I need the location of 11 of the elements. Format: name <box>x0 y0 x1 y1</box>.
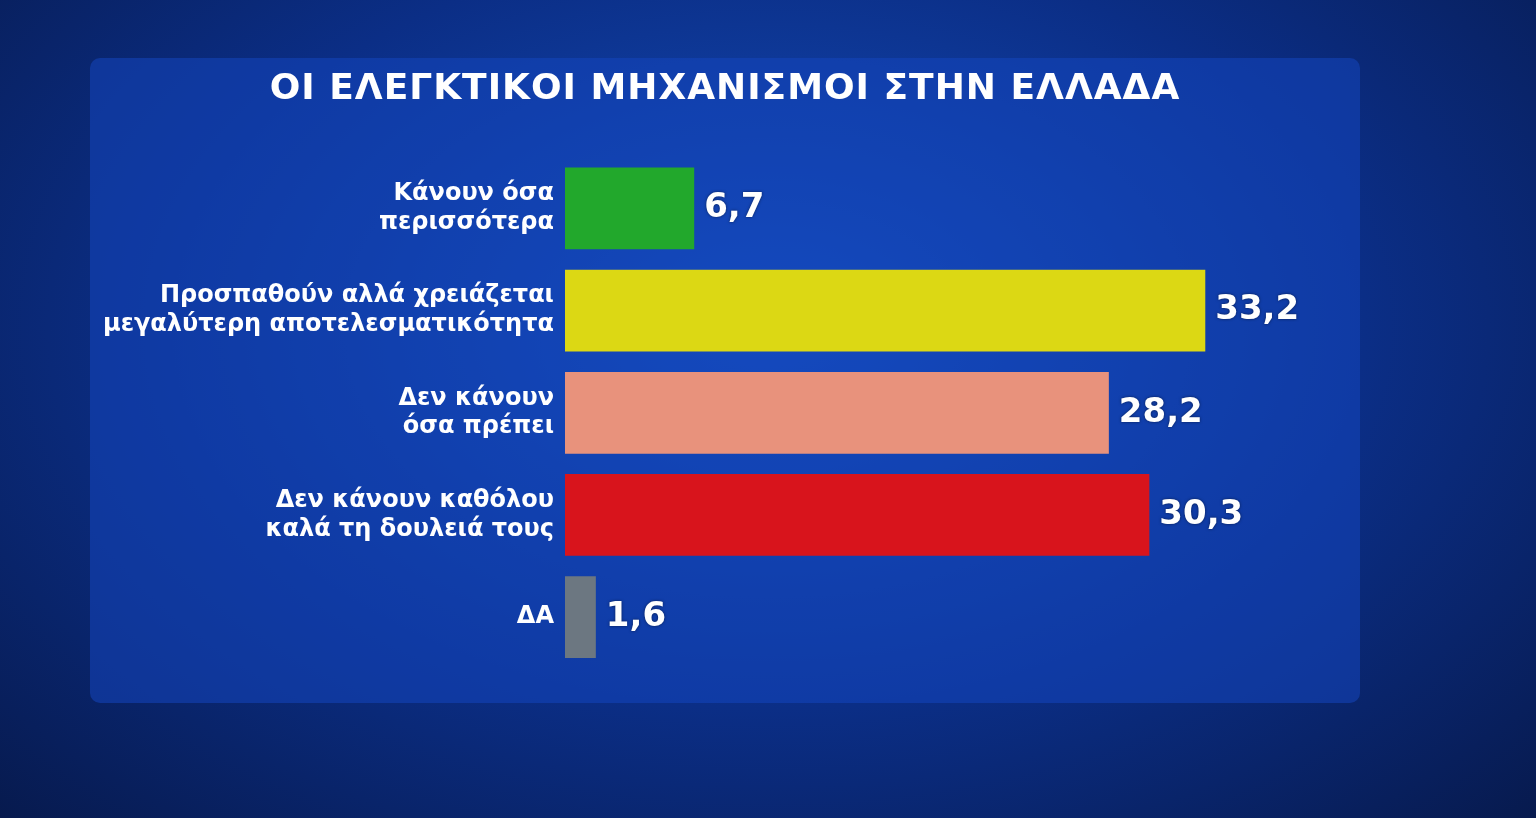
data-label: 28,2 <box>1118 389 1203 430</box>
data-label: 33,2 <box>1215 287 1300 328</box>
data-label: 30,3 <box>1159 491 1244 532</box>
data-label: 1,6 <box>605 593 667 634</box>
y-tick-label: Προσπαθούν αλλά χρειάζεται μεγαλύτερη αποτελεσματικότητα <box>103 280 554 338</box>
y-tick-label: Δεν κάνουν όσα πρέπει <box>398 382 554 440</box>
y-tick-label: ΔΑ <box>516 601 555 630</box>
y-tick-label: Δεν κάνουν καθόλου καλά τη δουλειά τους <box>265 484 554 542</box>
chart-title: ΟΙ ΕΛΕΓΚΤΙΚΟΙ ΜΗΧΑΝΙΣΜΟΙ ΣΤΗΝ ΕΛΛΑΔΑ <box>268 66 1182 107</box>
data-label: 6,7 <box>704 185 765 226</box>
y-tick-label: Κάνουν όσα περισσότερα <box>378 178 554 236</box>
